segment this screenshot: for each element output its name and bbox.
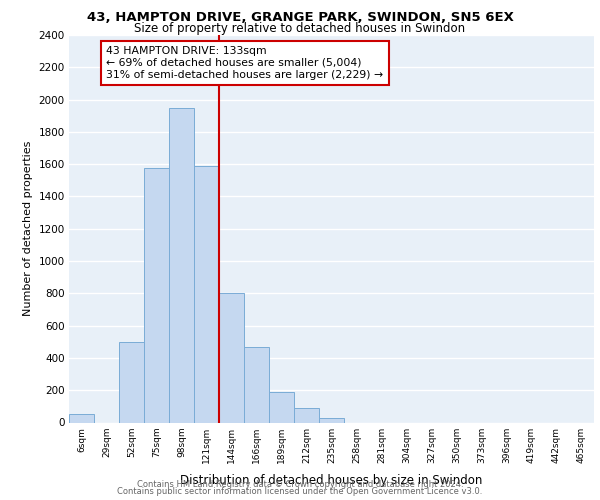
Text: Size of property relative to detached houses in Swindon: Size of property relative to detached ho… [134,22,466,35]
Bar [194,166,219,422]
X-axis label: Distribution of detached houses by size in Swindon: Distribution of detached houses by size … [181,474,482,487]
Text: 43 HAMPTON DRIVE: 133sqm
← 69% of detached houses are smaller (5,004)
31% of sem: 43 HAMPTON DRIVE: 133sqm ← 69% of detach… [107,46,383,80]
Text: 43, HAMPTON DRIVE, GRANGE PARK, SWINDON, SN5 6EX: 43, HAMPTON DRIVE, GRANGE PARK, SWINDON,… [86,11,514,24]
Text: Contains HM Land Registry data © Crown copyright and database right 2024.: Contains HM Land Registry data © Crown c… [137,480,463,489]
Bar [219,294,244,422]
Text: Contains public sector information licensed under the Open Government Licence v3: Contains public sector information licen… [118,487,482,496]
Bar [269,392,294,422]
Bar [144,168,169,422]
Bar [119,342,144,422]
Bar [319,418,344,422]
Bar [294,408,319,422]
Bar [69,414,94,422]
Y-axis label: Number of detached properties: Number of detached properties [23,141,33,316]
Bar [244,346,269,422]
Bar [169,108,194,422]
